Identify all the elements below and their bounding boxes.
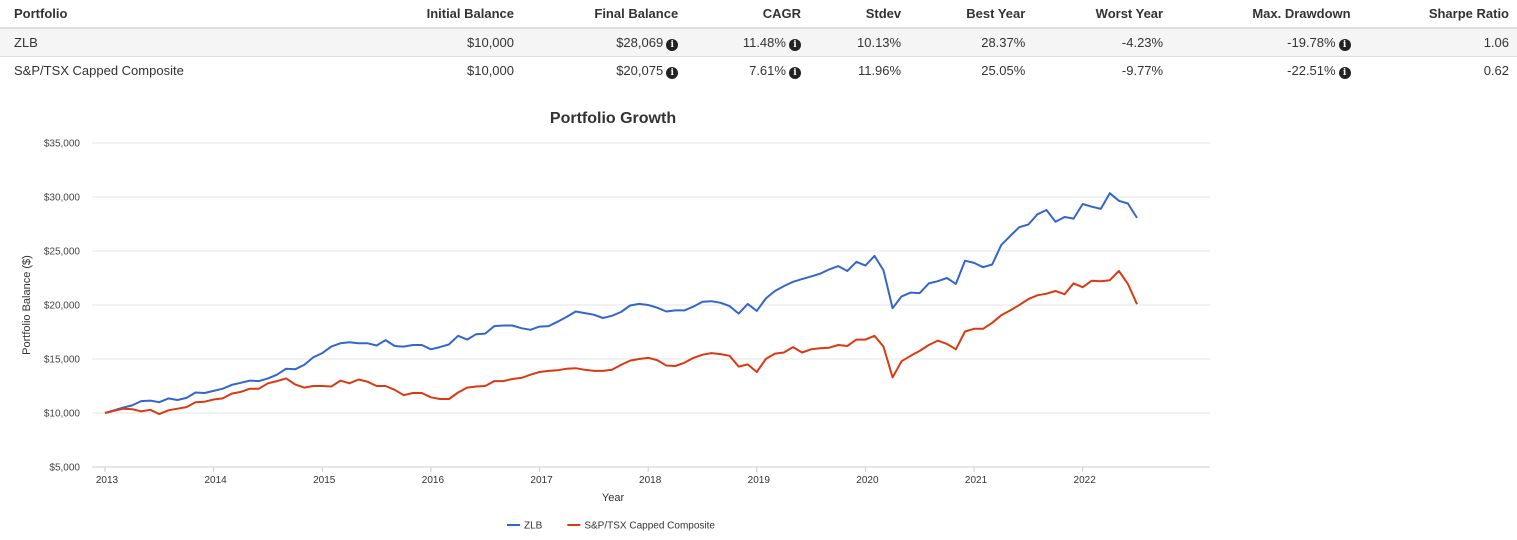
worst-year: -4.23% <box>1033 28 1172 57</box>
best-year: 25.05% <box>981 63 1026 78</box>
y-axis-ticks: $5,000 $10,000 $15,000 $20,000 $25,000 $30,00… <box>44 139 81 474</box>
y-tick-label: $15,000 <box>44 355 81 366</box>
header-portfolio[interactable]: Portfolio <box>0 0 352 29</box>
x-axis-label: Year <box>602 492 625 504</box>
x-tick-label: 2022 <box>1074 475 1097 486</box>
portfolio-name: S&P/TSX Capped Composite <box>14 63 184 78</box>
stdev: 11.96% <box>857 63 902 78</box>
x-tick-label: 2013 <box>96 475 119 486</box>
portfolio-name: ZLB <box>0 28 352 57</box>
series-line-s-p-tsx-capped-composite[interactable] <box>104 270 1138 416</box>
y-axis-label: Portfolio Balance ($) <box>21 255 33 355</box>
series-lines <box>104 192 1138 416</box>
max-drawdown-cell: -22.51% i <box>1171 57 1358 85</box>
initial-balance: $10,000 <box>467 63 514 78</box>
legend-label: S&P/TSX Capped Composite <box>584 521 715 532</box>
y-tick-label: $20,000 <box>44 301 81 312</box>
x-tick-label: 2017 <box>530 475 553 486</box>
header-best-year[interactable]: Best Year <box>909 0 1034 29</box>
sharpe-ratio: 1.06 <box>1358 28 1517 57</box>
final-balance-cell: $20,075 i <box>522 57 686 85</box>
cagr: 7.61% <box>749 62 786 78</box>
info-circle-icon[interactable]: i <box>1338 66 1351 79</box>
worst-year: -9.77% <box>1121 63 1164 78</box>
stdev: 10.13% <box>808 28 910 57</box>
portfolio-growth-chart: Portfolio Growth $5,000 $10,000 $15,000 $20… <box>21 110 1210 532</box>
x-tick-label: 2014 <box>205 475 228 486</box>
y-tick-label: $25,000 <box>44 247 81 258</box>
table-row: ZLB $10,000 $28,069 i 11.48% i 10.13% 28.3… <box>0 28 1517 57</box>
final-balance: $20,075 <box>616 62 664 78</box>
header-worst-year[interactable]: Worst Year <box>1033 0 1172 29</box>
info-circle-icon[interactable]: i <box>666 66 679 79</box>
final-balance-cell: $28,069 i <box>522 28 687 57</box>
y-tick-label: $10,000 <box>44 409 81 420</box>
x-tick-label: 2016 <box>422 475 445 486</box>
cagr: 11.48% <box>742 34 786 50</box>
legend-item[interactable]: S&P/TSX Capped Composite <box>567 521 715 532</box>
x-axis-ticks: 2013 2014 2015 2016 2017 2018 2019 2020 2021 2022 <box>96 467 1096 486</box>
header-max-drawdown[interactable]: Max. Drawdown <box>1171 0 1359 29</box>
info-circle-icon[interactable]: i <box>1338 38 1351 51</box>
table-row: S&P/TSX Capped Composite $10,000 $20,075… <box>0 57 1517 85</box>
legend-item[interactable]: ZLB <box>507 521 543 532</box>
x-tick-label: 2020 <box>856 475 879 486</box>
info-circle-icon[interactable]: i <box>666 38 679 51</box>
legend-label: ZLB <box>524 521 543 532</box>
portfolio-stats-table: Portfolio Initial Balance Final Balance … <box>0 0 1517 84</box>
header-final-balance[interactable]: Final Balance <box>522 0 687 29</box>
initial-balance: $10,000 <box>352 28 522 57</box>
x-tick-label: 2015 <box>313 475 336 486</box>
header-stdev[interactable]: Stdev <box>808 0 910 29</box>
header-cagr[interactable]: CAGR <box>686 0 809 29</box>
info-circle-icon[interactable]: i <box>788 66 801 79</box>
max-drawdown-cell: -19.78% i <box>1171 28 1359 57</box>
x-tick-label: 2018 <box>639 475 662 486</box>
y-tick-label: $35,000 <box>44 139 81 150</box>
x-tick-label: 2021 <box>965 475 988 486</box>
chart-title: Portfolio Growth <box>550 110 676 127</box>
y-tick-label: $30,000 <box>44 193 81 204</box>
x-tick-label: 2019 <box>748 475 771 486</box>
series-line-zlb[interactable] <box>104 192 1138 414</box>
table-header-row: Portfolio Initial Balance Final Balance … <box>0 0 1517 29</box>
best-year: 28.37% <box>909 28 1034 57</box>
header-sharpe-ratio[interactable]: Sharpe Ratio <box>1358 0 1517 29</box>
header-initial-balance[interactable]: Initial Balance <box>352 0 522 29</box>
sharpe-ratio: 0.62 <box>1483 63 1509 78</box>
cagr-cell: 7.61% i <box>686 57 809 85</box>
max-drawdown: -22.51% <box>1287 62 1336 78</box>
final-balance: $28,069 <box>616 34 664 50</box>
chart-legend: ZLB S&P/TSX Capped Composite <box>507 521 715 532</box>
max-drawdown: -19.78% <box>1287 34 1336 50</box>
info-circle-icon[interactable]: i <box>788 38 801 51</box>
y-tick-label: $5,000 <box>49 463 80 474</box>
cagr-cell: 11.48% i <box>686 28 809 57</box>
